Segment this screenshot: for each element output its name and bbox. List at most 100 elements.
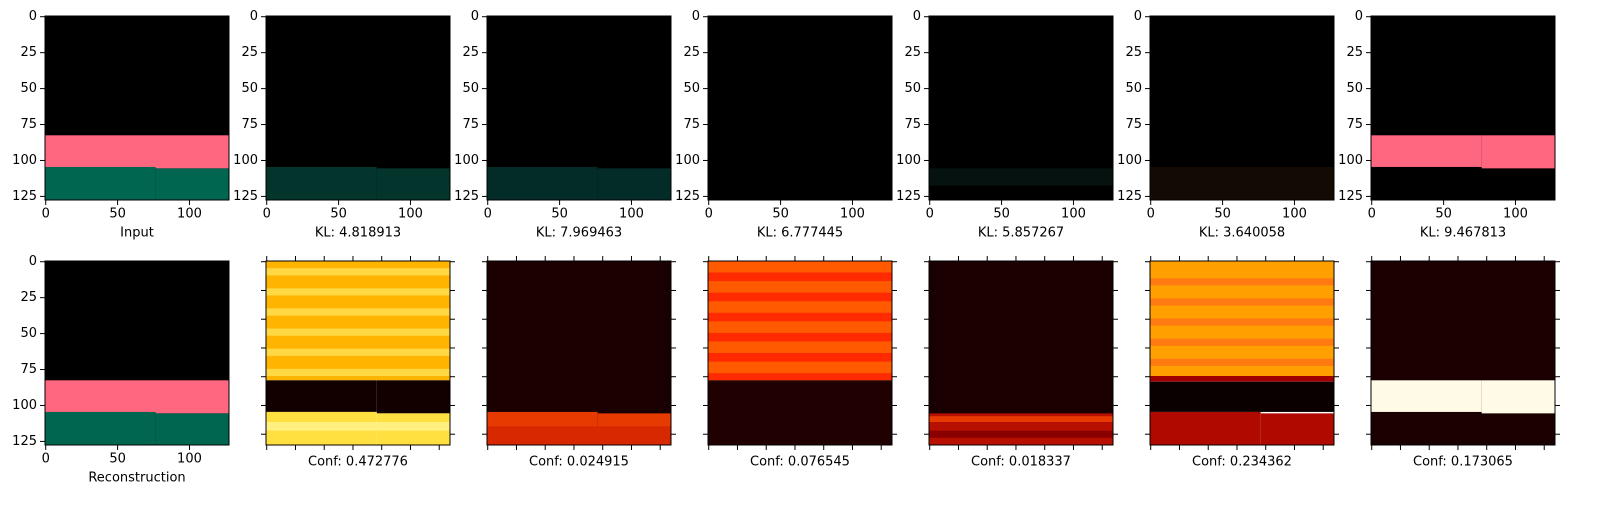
- panel: Conf: 0.024915: [482, 256, 676, 470]
- y-tick-label: 100: [1117, 153, 1142, 168]
- image-region: [45, 166, 156, 200]
- axes-frame: [1370, 15, 1556, 201]
- y-tick-label: 75: [1346, 117, 1363, 132]
- y-tick-label: 50: [462, 81, 479, 96]
- y-tick-label: 25: [1346, 45, 1363, 60]
- image-region: [597, 168, 671, 200]
- axes-frame: [486, 260, 672, 446]
- x-axis-label: Conf: 0.173065: [1413, 455, 1513, 470]
- image-region: [1371, 16, 1555, 200]
- y-tick-label: 0: [29, 254, 37, 269]
- image-region: [266, 308, 450, 316]
- x-tick-label: 0: [42, 452, 50, 467]
- image-region: [708, 292, 892, 302]
- x-tick-label: 0: [263, 207, 271, 222]
- y-tick-label: 125: [454, 189, 479, 204]
- y-tick-label: 50: [20, 326, 37, 341]
- y-tick-label: 125: [1117, 189, 1142, 204]
- image-region: [1150, 376, 1334, 382]
- y-tick-label: 50: [904, 81, 921, 96]
- image-region: [1481, 380, 1555, 414]
- image-region: [266, 368, 450, 376]
- image-region: [708, 312, 892, 322]
- y-tick-label: 100: [675, 153, 700, 168]
- y-tick-label: 100: [1338, 153, 1363, 168]
- image-region: [1150, 166, 1334, 200]
- x-tick-label: 0: [1147, 207, 1155, 222]
- image-region: [266, 166, 377, 200]
- y-tick-label: 0: [471, 9, 479, 24]
- image-region: [708, 16, 892, 200]
- image-region: [708, 380, 892, 445]
- y-tick-label: 25: [683, 45, 700, 60]
- x-tick-label: 50: [330, 207, 347, 222]
- x-axis-label: KL: 4.818913: [315, 226, 401, 241]
- image-region: [376, 380, 450, 414]
- x-axis-label: Conf: 0.234362: [1192, 455, 1292, 470]
- image-region: [708, 272, 892, 282]
- x-tick-label: 100: [1503, 207, 1528, 222]
- y-tick-label: 50: [20, 81, 37, 96]
- x-axis-label: Conf: 0.024915: [529, 455, 629, 470]
- axes-frame: [44, 260, 230, 446]
- x-tick-label: 50: [1214, 207, 1231, 222]
- panel: Conf: 0.472776: [261, 256, 455, 470]
- y-tick-label: 50: [1125, 81, 1142, 96]
- y-tick-label: 75: [462, 117, 479, 132]
- y-tick-label: 25: [904, 45, 921, 60]
- x-tick-label: 0: [705, 207, 713, 222]
- image-region: [487, 426, 671, 445]
- y-tick-label: 125: [233, 189, 258, 204]
- y-tick-label: 125: [896, 189, 921, 204]
- x-tick-label: 50: [1435, 207, 1452, 222]
- panel: Conf: 0.234362: [1145, 256, 1339, 470]
- y-tick-label: 25: [20, 290, 37, 305]
- panel: 0 50 100 0 25 50 75 100 125 KL: 5.857267: [896, 9, 1114, 241]
- panel: Conf: 0.018337: [924, 256, 1118, 470]
- y-tick-label: 75: [1125, 117, 1142, 132]
- image-region: [266, 328, 450, 336]
- image-region: [1150, 358, 1334, 366]
- x-axis-label: KL: 7.969463: [536, 226, 622, 241]
- image-region: [1150, 318, 1334, 326]
- axes-frame: [1149, 260, 1335, 446]
- x-tick-label: 50: [993, 207, 1010, 222]
- image-region: [929, 168, 1113, 186]
- x-axis-label: Conf: 0.018337: [971, 455, 1071, 470]
- image-region: [45, 411, 156, 445]
- x-tick-label: 50: [551, 207, 568, 222]
- x-tick-label: 0: [484, 207, 492, 222]
- y-tick-label: 50: [1346, 81, 1363, 96]
- image-region: [266, 348, 450, 356]
- panel: 0 50 100 0 25 50 75 100 125 KL: 7.969463: [454, 9, 672, 241]
- y-tick-label: 50: [241, 81, 258, 96]
- axes-frame: [265, 260, 451, 446]
- y-tick-label: 0: [1134, 9, 1142, 24]
- y-tick-label: 25: [462, 45, 479, 60]
- image-region: [708, 353, 892, 362]
- x-tick-label: 100: [177, 452, 202, 467]
- panel: 0 50 100 0 25 50 75 100 125 Reconstruction: [12, 254, 230, 486]
- axes-frame: [707, 15, 893, 201]
- image-region: [155, 413, 229, 445]
- y-tick-label: 100: [12, 398, 37, 413]
- image-region: [1371, 380, 1482, 412]
- y-tick-label: 25: [241, 45, 258, 60]
- axes-frame: [707, 260, 893, 446]
- image-region: [1371, 261, 1555, 445]
- x-tick-label: 100: [177, 207, 202, 222]
- image-region: [266, 288, 450, 296]
- image-region: [1371, 135, 1482, 167]
- y-tick-label: 75: [683, 117, 700, 132]
- x-tick-label: 50: [109, 207, 126, 222]
- image-region: [155, 168, 229, 200]
- x-axis-label: KL: 3.640058: [1199, 226, 1285, 241]
- x-tick-label: 100: [398, 207, 423, 222]
- y-tick-label: 0: [913, 9, 921, 24]
- x-axis-label: KL: 5.857267: [978, 226, 1064, 241]
- image-region: [487, 166, 598, 200]
- image-region: [708, 332, 892, 342]
- image-region: [266, 380, 377, 412]
- y-tick-label: 0: [29, 9, 37, 24]
- image-region: [708, 373, 892, 381]
